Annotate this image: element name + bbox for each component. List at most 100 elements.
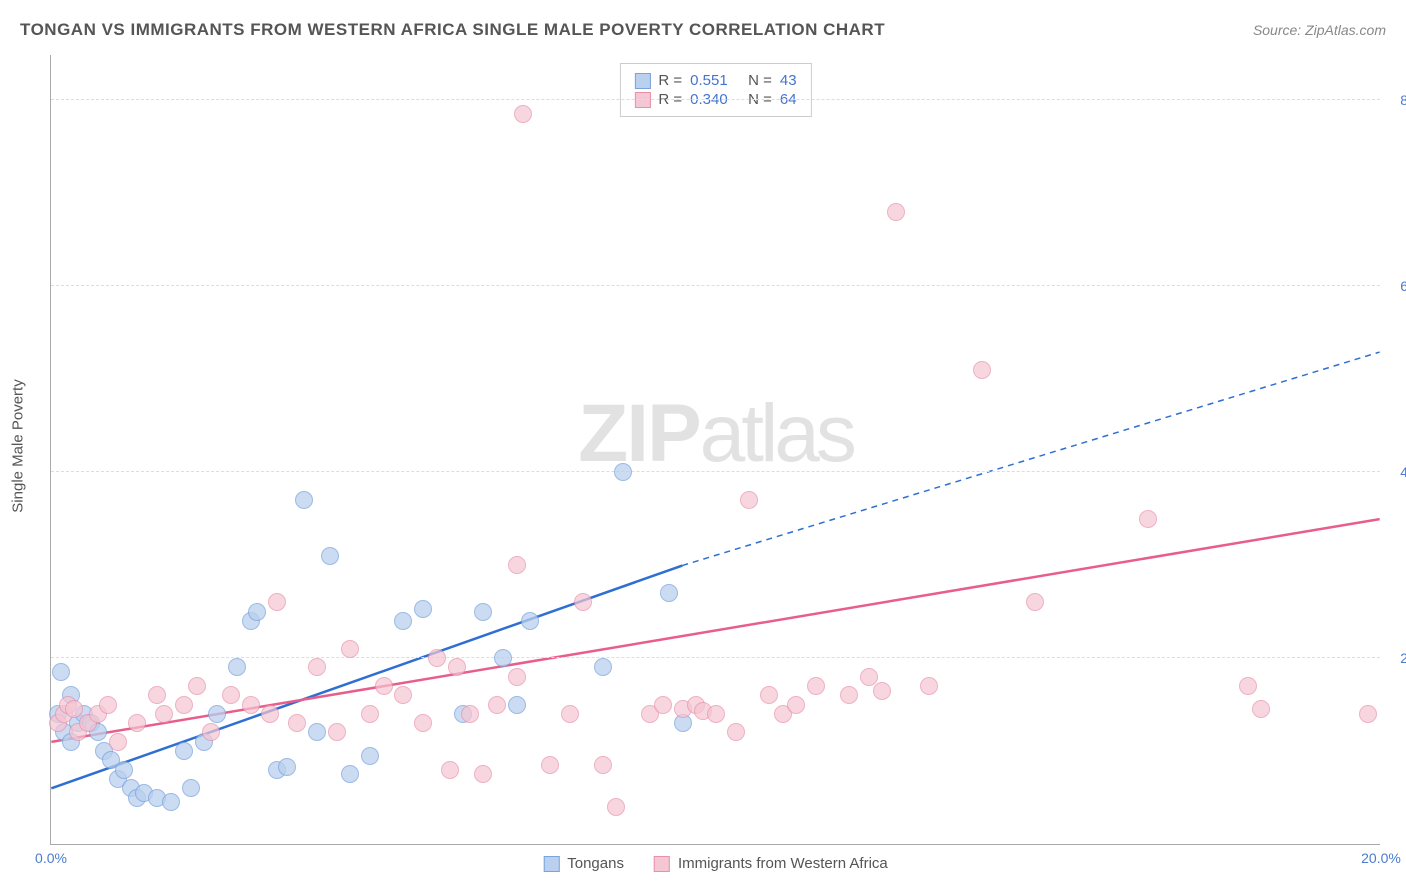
scatter-point [461,705,479,723]
n-label: N = [748,72,772,89]
legend-swatch [654,856,670,872]
x-tick-label: 20.0% [1361,850,1401,866]
scatter-point [148,686,166,704]
scatter-point [242,696,260,714]
source-label: Source: ZipAtlas.com [1253,22,1386,38]
gridline [51,285,1380,286]
scatter-point [394,612,412,630]
series-name: Tongans [567,855,624,872]
scatter-point [474,765,492,783]
scatter-point [261,705,279,723]
legend-swatch [634,73,650,89]
scatter-point [727,723,745,741]
scatter-point [394,686,412,704]
scatter-point [288,714,306,732]
y-tick-label: 40.0% [1385,464,1406,480]
scatter-point [295,491,313,509]
scatter-point [321,547,339,565]
scatter-point [594,756,612,774]
scatter-point [574,593,592,611]
scatter-point [787,696,805,714]
legend-row: R = 0.551 N = 43 [634,72,796,89]
scatter-point [175,742,193,760]
scatter-point [115,761,133,779]
scatter-point [99,696,117,714]
scatter-point [441,761,459,779]
scatter-point [1139,510,1157,528]
scatter-point [128,714,146,732]
plot-area: ZIPatlas R =0.551N =43R =0.340N =64 Tong… [50,55,1380,845]
scatter-point [341,640,359,658]
scatter-point [52,663,70,681]
scatter-point [508,668,526,686]
scatter-point [248,603,266,621]
scatter-point [308,658,326,676]
n-value: 43 [780,72,797,89]
scatter-point [488,696,506,714]
scatter-point [208,705,226,723]
scatter-point [740,491,758,509]
scatter-point [660,584,678,602]
scatter-point [1239,677,1257,695]
scatter-point [228,658,246,676]
scatter-point [474,603,492,621]
scatter-point [1026,593,1044,611]
trend-lines [51,55,1380,844]
legend-item: Tongans [543,855,624,872]
legend-correlation: R =0.551N =43R =0.340N =64 [619,63,811,117]
scatter-point [428,649,446,667]
scatter-point [308,723,326,741]
scatter-point [361,705,379,723]
r-value: 0.551 [690,72,740,89]
scatter-point [508,696,526,714]
scatter-point [188,677,206,695]
scatter-point [607,798,625,816]
scatter-point [654,696,672,714]
gridline [51,99,1380,100]
scatter-point [162,793,180,811]
gridline [51,657,1380,658]
y-tick-label: 20.0% [1385,650,1406,666]
scatter-point [614,463,632,481]
scatter-point [1252,700,1270,718]
scatter-point [175,696,193,714]
x-tick-label: 0.0% [35,850,67,866]
scatter-point [1359,705,1377,723]
scatter-point [494,649,512,667]
scatter-point [222,686,240,704]
scatter-point [361,747,379,765]
chart-container: TONGAN VS IMMIGRANTS FROM WESTERN AFRICA… [0,0,1406,892]
scatter-point [707,705,725,723]
legend-item: Immigrants from Western Africa [654,855,888,872]
scatter-point [155,705,173,723]
scatter-point [508,556,526,574]
scatter-point [341,765,359,783]
scatter-point [807,677,825,695]
scatter-point [109,733,127,751]
chart-title: TONGAN VS IMMIGRANTS FROM WESTERN AFRICA… [20,20,885,40]
y-tick-label: 60.0% [1385,278,1406,294]
scatter-point [202,723,220,741]
scatter-point [840,686,858,704]
scatter-point [328,723,346,741]
legend-series: Tongans Immigrants from Western Africa [543,855,888,872]
scatter-point [920,677,938,695]
scatter-point [182,779,200,797]
scatter-point [514,105,532,123]
scatter-point [973,361,991,379]
scatter-point [887,203,905,221]
scatter-point [448,658,466,676]
y-tick-label: 80.0% [1385,92,1406,108]
scatter-point [414,714,432,732]
gridline [51,471,1380,472]
scatter-point [414,600,432,618]
series-name: Immigrants from Western Africa [678,855,888,872]
scatter-point [873,682,891,700]
scatter-point [268,593,286,611]
legend-swatch [543,856,559,872]
y-axis-label: Single Male Poverty [10,379,27,512]
scatter-point [541,756,559,774]
scatter-point [594,658,612,676]
r-label: R = [658,72,682,89]
scatter-point [521,612,539,630]
